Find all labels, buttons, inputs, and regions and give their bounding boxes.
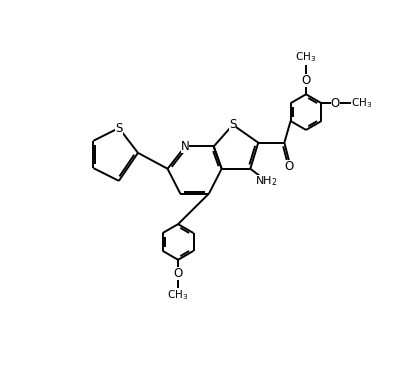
Text: S: S [115, 122, 123, 135]
Text: N: N [181, 140, 189, 153]
Text: O: O [301, 74, 311, 87]
Text: O: O [331, 97, 340, 110]
Text: S: S [229, 118, 236, 131]
Text: CH$_3$: CH$_3$ [168, 288, 188, 302]
Text: NH$_2$: NH$_2$ [255, 174, 277, 188]
Text: CH$_3$: CH$_3$ [295, 51, 317, 64]
Text: O: O [173, 267, 183, 280]
Text: CH$_3$: CH$_3$ [351, 96, 372, 110]
Text: O: O [284, 160, 294, 173]
